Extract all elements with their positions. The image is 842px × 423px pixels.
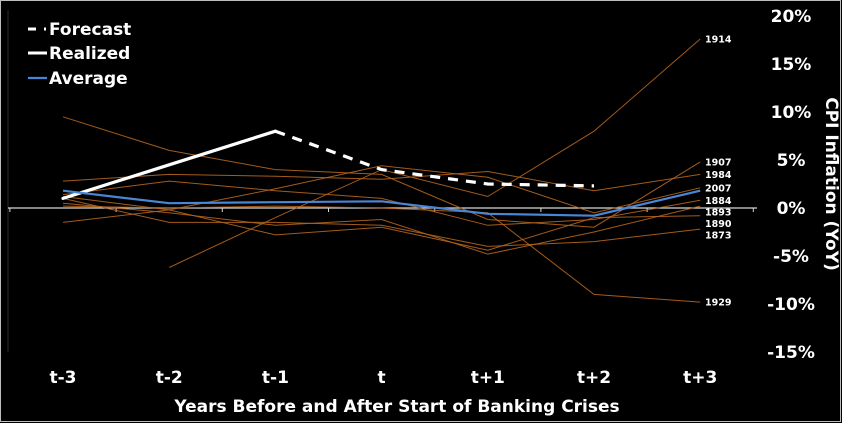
x-tick-label: t+2 (577, 368, 611, 388)
y-tick-label: 15% (771, 55, 812, 75)
y-tick-label: -5% (773, 247, 809, 267)
historical-line-1914 (168, 38, 701, 268)
y-tick-label: 5% (777, 151, 806, 171)
realized-line (61, 129, 277, 200)
historical-line-1929 (62, 205, 701, 303)
average-line (62, 189, 701, 217)
historical-line-1893 (62, 202, 701, 255)
year-label-1907: 1907 (705, 157, 731, 168)
year-label-1914: 1914 (705, 35, 732, 46)
x-tick-label: t-3 (49, 368, 76, 388)
historical-line-1907 (62, 116, 701, 228)
y-tick-label: 0% (777, 199, 806, 219)
year-label-1873: 1873 (705, 230, 731, 241)
x-tick-label: t-2 (156, 368, 183, 388)
year-label-1929: 1929 (705, 298, 731, 309)
x-tick-label: t+1 (471, 368, 505, 388)
legend-label-average: Average (49, 69, 128, 89)
year-label-1884: 1884 (705, 196, 732, 207)
year-label-1893: 1893 (705, 207, 731, 218)
x-tick-label: t (378, 368, 386, 388)
legend-label-realized: Realized (49, 44, 130, 64)
y-tick-label: 10% (771, 103, 812, 123)
historical-line-1884 (62, 180, 701, 226)
x-axis-title: Years Before and After Start of Banking … (173, 397, 619, 417)
legend-label-forecast: Forecast (49, 20, 131, 40)
historical-line-1984 (62, 170, 701, 192)
y-tick-label: -15% (767, 343, 815, 363)
y-tick-label: -10% (767, 295, 815, 315)
x-tick-label: t+3 (683, 368, 717, 388)
forecast-line (274, 129, 595, 188)
historical-line-1873 (62, 197, 701, 247)
x-tick-label: t-1 (262, 368, 289, 388)
year-label-1890: 1890 (705, 219, 732, 230)
year-label-1984: 1984 (705, 170, 732, 181)
year-label-2007: 2007 (705, 183, 731, 194)
historical-line-1890 (62, 209, 701, 251)
y-axis-title: CPI Inflation (YoY) (821, 97, 841, 271)
y-tick-label: 20% (771, 7, 812, 27)
